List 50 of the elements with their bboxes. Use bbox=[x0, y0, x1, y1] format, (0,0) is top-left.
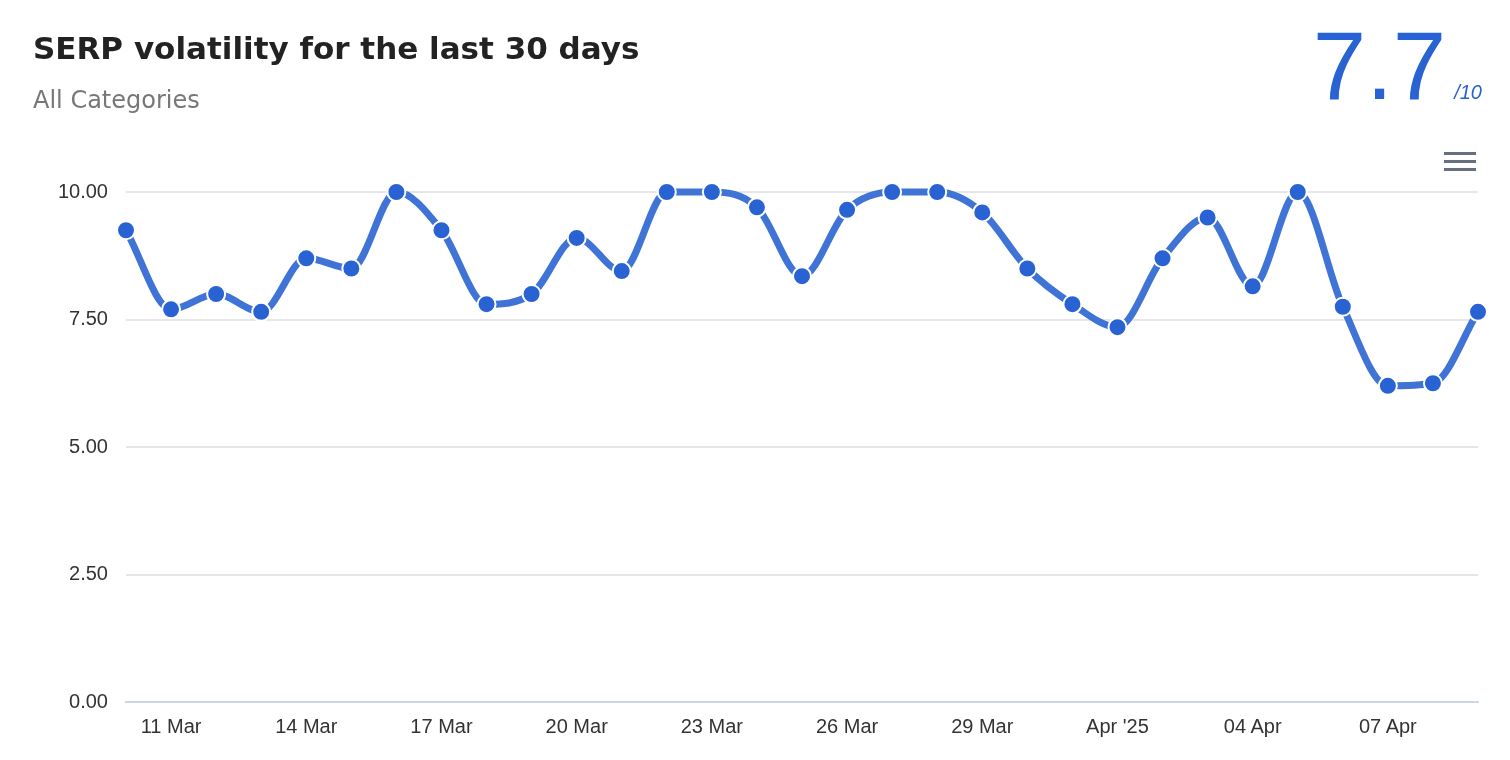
point bbox=[1152, 248, 1173, 269]
point bbox=[656, 182, 677, 202]
point bbox=[1332, 296, 1353, 317]
y-tick-label: 0.00 bbox=[69, 689, 108, 712]
x-tick-label: 11 Mar bbox=[140, 714, 202, 737]
point bbox=[792, 266, 812, 287]
point bbox=[1197, 207, 1218, 228]
y-tick-label: 2.50 bbox=[69, 562, 108, 585]
point bbox=[476, 294, 497, 315]
y-tick-label: 7.50 bbox=[69, 307, 108, 330]
point bbox=[972, 202, 993, 223]
point bbox=[1468, 301, 1488, 322]
point bbox=[837, 199, 858, 220]
point bbox=[1242, 276, 1263, 297]
point bbox=[1422, 373, 1443, 394]
point bbox=[341, 258, 362, 279]
point bbox=[1377, 375, 1398, 396]
x-tick-label: 26 Mar bbox=[815, 714, 879, 737]
point bbox=[746, 197, 767, 218]
point bbox=[1062, 294, 1083, 315]
chart-subtitle: All Categories bbox=[33, 86, 200, 114]
point bbox=[1287, 182, 1308, 202]
point bbox=[882, 182, 903, 202]
x-tick-label: 14 Mar bbox=[275, 714, 338, 737]
point bbox=[116, 220, 136, 241]
text: 7.7 bbox=[1312, 12, 1447, 119]
x-tick-label: 04 Apr bbox=[1223, 714, 1282, 737]
point bbox=[386, 182, 407, 202]
chart-title: SERP volatility for the last 30 days bbox=[33, 30, 640, 66]
x-tick-label: 17 Mar bbox=[410, 714, 473, 737]
point bbox=[927, 182, 948, 202]
point bbox=[701, 182, 722, 202]
x-tick-label: 20 Mar bbox=[545, 714, 609, 737]
x-tick-label: 07 Apr bbox=[1358, 714, 1418, 737]
point bbox=[431, 220, 452, 241]
point bbox=[206, 284, 227, 304]
point bbox=[611, 261, 632, 282]
text: /10 bbox=[1454, 81, 1482, 104]
point bbox=[521, 284, 542, 304]
point bbox=[1017, 258, 1038, 279]
x-tick-label: 23 Mar bbox=[680, 714, 744, 737]
point bbox=[566, 227, 587, 248]
y-tick-label: 5.00 bbox=[69, 434, 108, 457]
point bbox=[1107, 317, 1128, 338]
point bbox=[161, 299, 182, 320]
y-tick-label: 10.00 bbox=[57, 179, 108, 202]
x-tick-label: 29 Mar bbox=[951, 714, 1014, 737]
x-tick-label: Apr '25 bbox=[1086, 714, 1149, 737]
point bbox=[296, 248, 317, 269]
point bbox=[251, 301, 272, 322]
